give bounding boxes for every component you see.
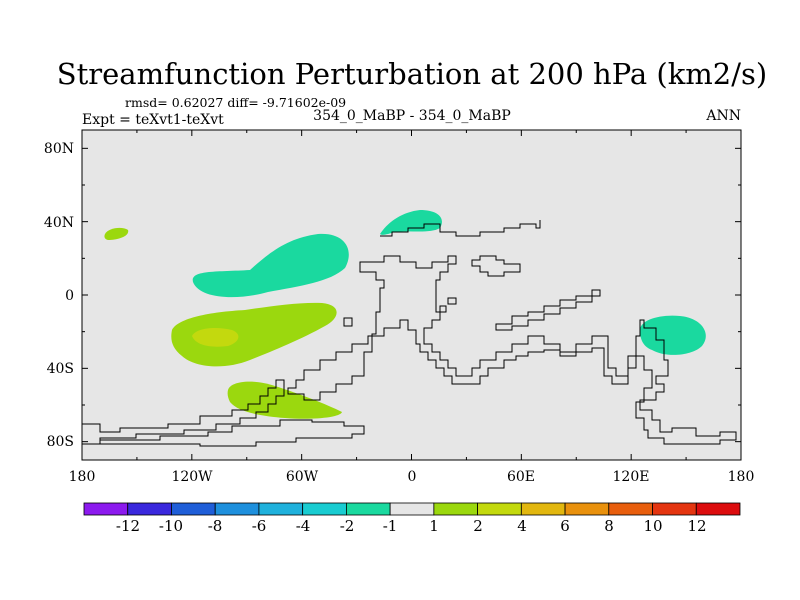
x-tick-label: 180: [69, 469, 96, 485]
colorbar-box: [345, 502, 391, 516]
colorbar-label: 10: [643, 517, 662, 535]
y-tick-label: 80S: [47, 434, 74, 450]
map-panel: [81, 129, 742, 461]
stats-line: rmsd= 0.62027 diff= -9.71602e-09: [125, 95, 346, 110]
coastline-antarctic-west: [81, 379, 285, 445]
coastline-antarctic-east: [100, 419, 365, 447]
left-subtitle: Expt = teXvt1-teXvt: [82, 112, 224, 128]
x-tick-label: 60W: [286, 469, 319, 485]
y-tick-label: 40S: [47, 361, 74, 377]
colorbar-box: [389, 502, 435, 516]
contour-positive-south-atlantic: [171, 302, 337, 367]
colorbar-box: [433, 502, 479, 516]
contour-positive-southern-ocean: [227, 381, 342, 419]
x-tick-label: 0: [408, 469, 417, 485]
coastline-islands-east: [439, 297, 457, 313]
contour-negative-north-atlantic: [192, 233, 349, 298]
coastline-indian-ocean-ridge: [495, 289, 601, 331]
colorbar-box: [608, 502, 653, 516]
y-axis-labels: 80N 40N 0 40S 80S: [44, 141, 74, 450]
colorbar-box: [258, 502, 304, 516]
colorbar-label: -8: [208, 517, 223, 535]
colorbar-label: -1: [383, 517, 398, 535]
colorbar-label: -6: [252, 517, 267, 535]
colorbar-box: [302, 502, 347, 516]
colorbar-box: [564, 502, 610, 516]
x-tick-label: 180: [728, 469, 755, 485]
coastline-island-atlantic: [343, 317, 353, 327]
x-tick-label: 120E: [613, 469, 650, 485]
colorbar-box: [520, 502, 566, 516]
x-axis-labels: 180 120W 60W 0 60E 120E 180: [69, 469, 755, 485]
colorbar-label: -10: [159, 517, 183, 535]
coastline-northern-europe: [380, 220, 541, 237]
colorbar-label: 6: [560, 517, 570, 535]
axis-ticks: [81, 130, 742, 460]
colorbar-box: [214, 502, 260, 516]
colorbar-label: -2: [340, 517, 355, 535]
colorbar-box: [652, 502, 697, 516]
chart-title: Streamfunction Perturbation at 200 hPa (…: [57, 57, 767, 91]
colorbar-label: 4: [517, 517, 527, 535]
colorbar-label: 8: [604, 517, 614, 535]
right-subtitle: ANN: [705, 108, 741, 124]
x-tick-label: 120W: [171, 469, 213, 485]
colorbar-label: 12: [687, 517, 706, 535]
contour-positive-pacific: [104, 227, 129, 240]
y-tick-label: 40N: [44, 215, 74, 231]
colorbar-label: 2: [473, 517, 483, 535]
coastlines: [81, 220, 737, 447]
contour-fills: [104, 210, 706, 419]
colorbar-boxes: [83, 502, 741, 516]
y-tick-label: 0: [65, 288, 74, 304]
contour-negative-europe: [380, 210, 442, 235]
colorbar-labels: -12 -10 -8 -6 -4 -2 -1 1 2 4 6 8 10 12: [116, 517, 707, 535]
colorbar-box: [83, 502, 129, 516]
colorbar-label: 1: [429, 517, 439, 535]
center-subtitle: 354_0_MaBP - 354_0_MaBP: [313, 108, 511, 124]
colorbar-box: [127, 502, 172, 516]
coastline-caspian-region: [471, 255, 521, 277]
colorbar-label: -4: [296, 517, 311, 535]
colorbar-box: [695, 502, 741, 516]
contour-negative-australia: [640, 315, 706, 355]
coastline-africa-eurasia: [287, 255, 737, 445]
contour-positive-core: [192, 328, 239, 347]
y-tick-label: 80N: [44, 141, 74, 157]
colorbar-box: [171, 502, 216, 516]
colorbar-label: -12: [116, 517, 140, 535]
colorbar: -12 -10 -8 -6 -4 -2 -1 1 2 4 6 8 10 12: [83, 502, 741, 535]
x-tick-label: 60E: [507, 469, 535, 485]
map-background: [82, 130, 741, 460]
colorbar-box: [477, 502, 522, 516]
